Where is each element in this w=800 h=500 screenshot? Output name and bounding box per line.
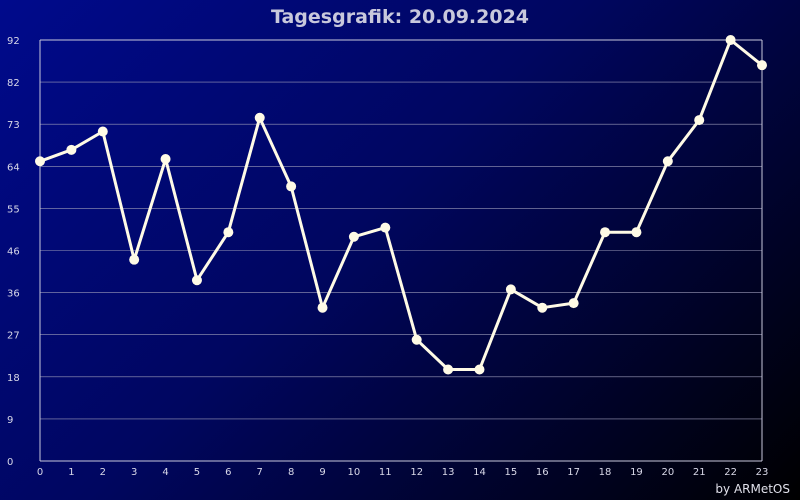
y-tick-labels: 0 9 18 27 36 46 55 64 73 82 92 [7,36,20,468]
y-tick-label: 9 [7,415,13,426]
y-tick-label: 46 [7,247,20,258]
data-point [537,302,548,313]
y-tick-label: 73 [7,120,20,131]
data-point [505,284,516,295]
y-tick-label: 27 [7,331,20,342]
x-tick-label: 12 [410,467,423,478]
y-tick-label: 36 [7,289,20,300]
x-tick-label: 15 [505,467,518,478]
y-tick-label: 82 [7,78,20,89]
x-tick-label: 17 [567,467,580,478]
data-point [348,231,359,242]
x-tick-label: 1 [68,467,74,478]
x-tick-label: 23 [756,467,769,478]
data-point [160,153,171,164]
x-tick-label: 11 [379,467,392,478]
x-tick-labels: 0 1 2 3 4 5 6 7 8 9 10 11 12 13 14 15 16 17 18 19 20 21 22 23 [37,467,769,478]
data-point [35,156,45,167]
x-tick-label: 21 [693,467,706,478]
series [35,35,767,375]
axes [39,39,763,462]
x-tick-label: 7 [257,467,263,478]
x-tick-label: 2 [100,467,106,478]
x-tick-label: 14 [473,467,486,478]
data-point [254,112,265,123]
x-tick-label: 0 [37,467,43,478]
data-point [443,364,454,375]
y-tick-label: 0 [7,457,13,468]
x-tick-label: 3 [131,467,137,478]
y-tick-label: 64 [7,162,20,173]
data-point [411,334,422,345]
data-point [725,35,736,45]
data-point [600,227,611,238]
data-point [129,254,140,265]
x-tick-label: 9 [319,467,325,478]
data-point [757,60,767,71]
grid-lines [40,81,762,420]
data-point [97,126,108,137]
x-tick-label: 13 [442,467,455,478]
data-point [223,227,234,238]
data-point [631,227,642,238]
x-tick-label: 8 [288,467,294,478]
chart-title: Tagesgrafik: 20.09.2024 [271,6,529,28]
credit-label: by ARMetOS [715,482,790,496]
data-point [474,364,485,375]
data-point [317,302,328,313]
data-point [191,275,202,286]
data-point [662,156,673,167]
series-line [39,38,763,371]
y-tick-label: 18 [7,373,20,384]
y-tick-label: 55 [7,204,20,215]
data-point [380,222,391,233]
x-tick-label: 22 [724,467,737,478]
x-tick-label: 10 [348,467,361,478]
x-tick-label: 6 [225,467,231,478]
y-tick-label: 92 [7,36,20,47]
data-point [66,144,77,155]
x-tick-label: 5 [194,467,200,478]
data-point [286,181,297,192]
x-tick-label: 20 [661,467,674,478]
data-point [568,298,579,309]
x-tick-label: 4 [162,467,168,478]
x-tick-label: 19 [630,467,643,478]
x-tick-label: 18 [599,467,612,478]
data-point [694,115,705,126]
x-tick-label: 16 [536,467,549,478]
